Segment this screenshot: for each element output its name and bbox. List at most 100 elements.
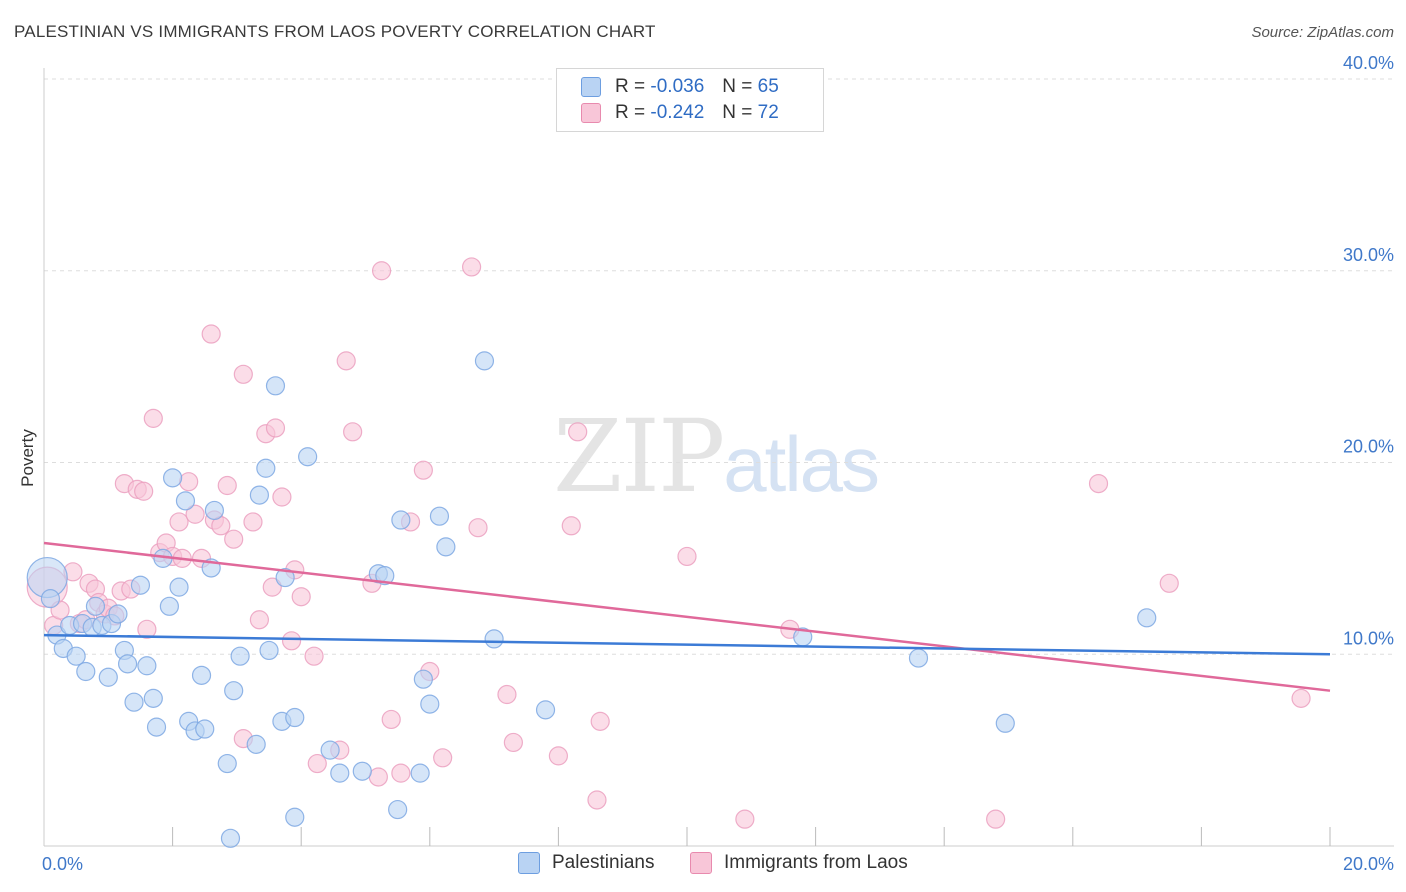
palestinian-point bbox=[474, 351, 495, 371]
palestinian-point bbox=[410, 763, 430, 783]
legend-swatch-pink bbox=[690, 852, 712, 874]
laos-point bbox=[503, 732, 523, 753]
series-legend: Palestinians Immigrants from Laos bbox=[0, 852, 1406, 878]
laos-points bbox=[26, 257, 1311, 829]
laos-point bbox=[735, 809, 755, 829]
laos-point bbox=[497, 684, 517, 705]
palestinian-point bbox=[256, 458, 276, 478]
laos-point bbox=[468, 518, 488, 538]
y-tick-labels: 10.0% 20.0% 30.0% 40.0% bbox=[1343, 53, 1394, 648]
palestinian-point bbox=[420, 694, 440, 714]
laos-point bbox=[590, 711, 610, 731]
palestinian-point bbox=[146, 717, 167, 737]
palestinian-point bbox=[195, 719, 215, 739]
laos-point bbox=[548, 746, 569, 766]
chart-title: PALESTINIAN VS IMMIGRANTS FROM LAOS POVE… bbox=[14, 22, 656, 41]
legend-swatch-blue bbox=[581, 77, 601, 97]
laos-point bbox=[391, 763, 411, 783]
laos-point bbox=[262, 577, 282, 597]
palestinian-point bbox=[117, 654, 138, 674]
laos-point bbox=[1159, 573, 1179, 593]
palestinian-point bbox=[40, 589, 61, 609]
laos-point bbox=[461, 257, 482, 277]
legend-r-label: R = bbox=[615, 102, 646, 123]
legend-n-label: N = bbox=[722, 102, 753, 123]
laos-point bbox=[1291, 688, 1311, 708]
y-tick-label: 20.0% bbox=[1343, 437, 1394, 457]
palestinian-point bbox=[285, 707, 305, 728]
laos-point bbox=[137, 619, 157, 639]
palestinian-point bbox=[484, 629, 504, 649]
palestinian-point bbox=[429, 506, 450, 526]
laos-point bbox=[249, 610, 270, 630]
palestinian-point bbox=[220, 828, 241, 848]
palestinian-point bbox=[275, 567, 295, 588]
laos-point bbox=[179, 472, 199, 492]
palestinian-points bbox=[26, 351, 1157, 848]
laos-point bbox=[433, 748, 453, 768]
palestinian-point bbox=[413, 669, 433, 689]
laos-point bbox=[233, 364, 253, 384]
palestinian-point bbox=[535, 700, 556, 720]
x-ticks bbox=[172, 827, 1331, 846]
laos-point bbox=[281, 631, 302, 651]
x-tick-label-max: 20.0% bbox=[1343, 854, 1394, 874]
laos-point bbox=[304, 646, 324, 666]
laos-point bbox=[272, 487, 292, 507]
laos-point bbox=[291, 587, 311, 607]
laos-point bbox=[336, 351, 356, 371]
palestinian-trend-line bbox=[43, 633, 1331, 656]
laos-point bbox=[1088, 473, 1109, 494]
palestinian-point bbox=[98, 667, 118, 687]
palestinian-point bbox=[995, 713, 1015, 733]
palestinian-point bbox=[137, 656, 157, 676]
laos-point bbox=[587, 790, 607, 810]
palestinian-point bbox=[217, 753, 237, 774]
palestinian-point bbox=[1137, 608, 1157, 628]
palestinian-point bbox=[130, 575, 151, 595]
laos-point bbox=[307, 753, 327, 774]
palestinian-point bbox=[230, 646, 250, 666]
legend-row-palestinians: R = -0.036 N = 65 bbox=[581, 75, 779, 99]
legend-n-value: 72 bbox=[757, 102, 779, 123]
legend-label-laos: Immigrants from Laos bbox=[724, 852, 908, 873]
legend-n-value: 65 bbox=[757, 76, 779, 97]
laos-point bbox=[677, 546, 697, 567]
chart-source: Source: ZipAtlas.com bbox=[1251, 24, 1394, 41]
palestinian-point bbox=[352, 761, 372, 781]
palestinian-point bbox=[191, 665, 212, 685]
palestinian-point bbox=[375, 566, 395, 586]
legend-label-palestinians: Palestinians bbox=[552, 852, 655, 873]
laos-point bbox=[224, 529, 244, 549]
palestinian-point bbox=[298, 447, 318, 467]
legend-n-label: N = bbox=[722, 76, 753, 97]
palestinian-point bbox=[76, 661, 96, 682]
laos-point bbox=[143, 408, 163, 428]
laos-point bbox=[381, 709, 401, 730]
trend-lines bbox=[43, 541, 1331, 692]
laos-point bbox=[561, 516, 581, 536]
palestinian-point bbox=[320, 740, 340, 760]
laos-point bbox=[265, 418, 286, 438]
stats-legend: R = -0.036 N = 65 R = -0.242 N = 72 bbox=[556, 68, 824, 132]
watermark-zip: ZIP bbox=[553, 398, 725, 515]
palestinian-point bbox=[249, 485, 270, 505]
legend-r-value: -0.242 bbox=[650, 102, 705, 123]
laos-point bbox=[368, 767, 388, 787]
legend-r-value: -0.036 bbox=[650, 76, 705, 97]
legend-row-laos: R = -0.242 N = 72 bbox=[581, 101, 779, 125]
palestinian-point bbox=[246, 734, 266, 754]
palestinian-point bbox=[204, 500, 224, 521]
y-tick-label: 10.0% bbox=[1343, 628, 1394, 648]
laos-point bbox=[169, 512, 189, 532]
palestinian-point bbox=[388, 799, 408, 820]
legend-item-palestinians: Palestinians bbox=[518, 852, 654, 874]
laos-point bbox=[243, 512, 263, 532]
legend-r-label: R = bbox=[615, 76, 646, 97]
y-tick-label: 40.0% bbox=[1343, 53, 1394, 73]
laos-point bbox=[217, 475, 237, 496]
palestinian-point bbox=[169, 577, 189, 597]
palestinian-point bbox=[159, 596, 179, 616]
palestinian-point bbox=[175, 491, 196, 511]
